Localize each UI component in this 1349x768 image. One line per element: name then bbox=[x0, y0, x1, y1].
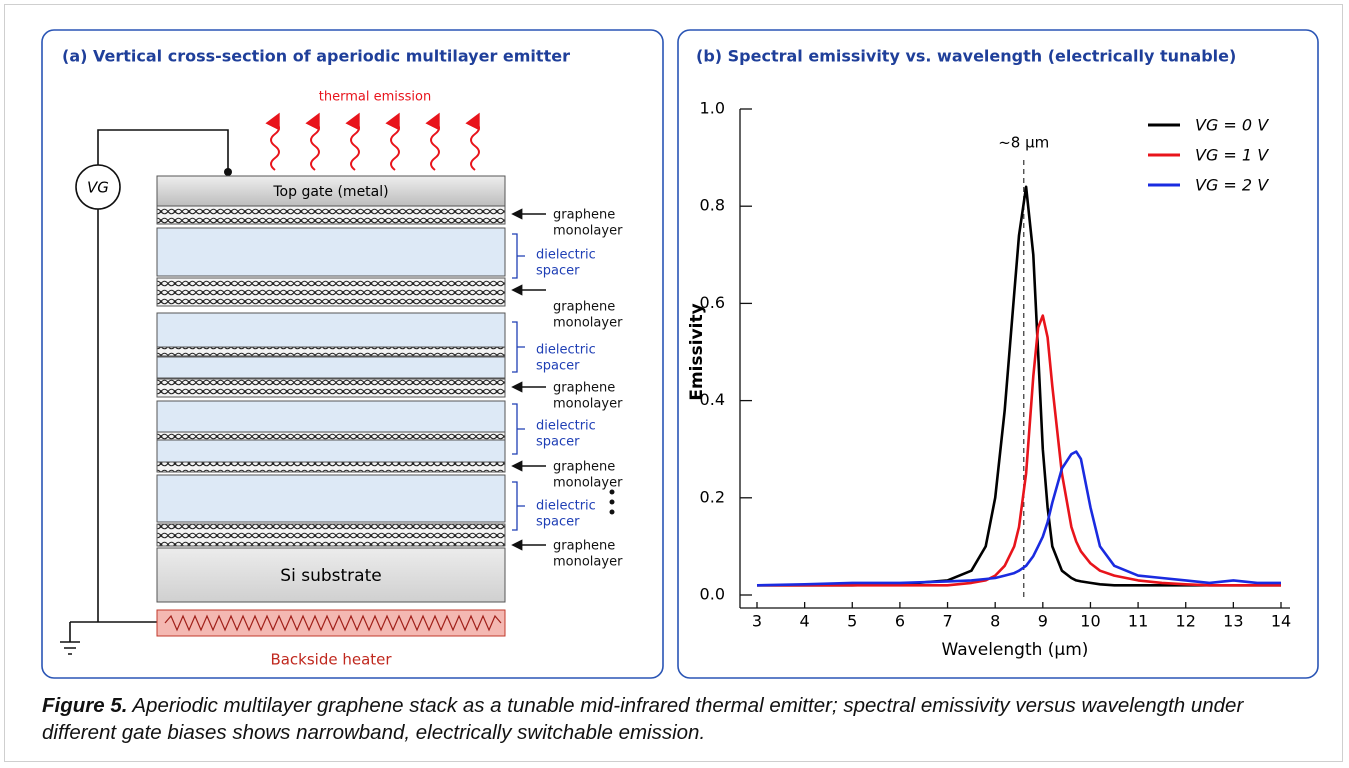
source-label: VG bbox=[87, 179, 109, 197]
wave-arrow bbox=[305, 112, 320, 171]
x-tick-label: 7 bbox=[942, 612, 952, 631]
caption-text: Aperiodic multilayer graphene stack as a… bbox=[42, 694, 1244, 744]
spacer-label: dielectric bbox=[536, 419, 596, 434]
wave-arrow bbox=[265, 112, 280, 171]
plot: 0.0 0.2 0.4 0.6 0.8 1.0 3 4 5 6 7 8 9 10 11 12 13 14 ~8 µm… bbox=[700, 99, 1292, 631]
x-tick-label: 14 bbox=[1271, 612, 1291, 631]
graphene-label: graphene bbox=[553, 381, 615, 396]
stack bbox=[156, 175, 506, 637]
y-tick-label: 0.8 bbox=[700, 196, 725, 215]
x-tick-label: 11 bbox=[1128, 612, 1148, 631]
graphene-label: monolayer bbox=[553, 397, 623, 412]
y-tick-label: 0.6 bbox=[700, 293, 725, 312]
y-tick-label: 0.0 bbox=[700, 585, 725, 604]
x-tick-label: 4 bbox=[800, 612, 810, 631]
contact bbox=[224, 168, 232, 176]
wave-arrow bbox=[385, 112, 400, 171]
series-line bbox=[756, 450, 1281, 587]
x-tick-label: 9 bbox=[1038, 612, 1048, 631]
legend-label: VG = 0 V bbox=[1195, 116, 1269, 135]
spacer-label: spacer bbox=[536, 435, 580, 450]
panel-a-frame bbox=[41, 29, 664, 679]
spacer-label: dielectric bbox=[536, 248, 596, 263]
chart-title: (b) Spectral emissivity vs. wavelength (… bbox=[696, 47, 1236, 66]
legend-label: VG = 1 V bbox=[1195, 146, 1269, 165]
series-line bbox=[757, 185, 1281, 587]
caption: Figure 5. Aperiodic multilayer graphene … bbox=[42, 692, 1302, 746]
top-gate-label: Top gate (metal) bbox=[272, 184, 388, 200]
caption-label: Figure 5. bbox=[42, 694, 128, 717]
panel-a-title: (a) Vertical cross-section of aperiodic … bbox=[62, 47, 570, 66]
x-tick-label: 6 bbox=[895, 612, 905, 631]
graphene-label: graphene bbox=[553, 300, 615, 315]
x-tick-label: 13 bbox=[1223, 612, 1243, 631]
spacer-label: spacer bbox=[536, 515, 580, 530]
voltage-source bbox=[75, 164, 121, 210]
y-tick-label: 0.2 bbox=[700, 487, 725, 506]
spacer-label: spacer bbox=[536, 264, 580, 279]
emission-label: thermal emission bbox=[319, 90, 431, 105]
x-axis-label: Wavelength (µm) bbox=[942, 640, 1089, 660]
wave-arrow bbox=[345, 112, 360, 171]
x-tick-label: 5 bbox=[847, 612, 857, 631]
x-tick-label: 8 bbox=[990, 612, 1000, 631]
graphene-label: graphene bbox=[553, 539, 615, 554]
layer-labels: graphenemonolayerdielectricspacergraphen… bbox=[511, 208, 623, 570]
graphene-label: monolayer bbox=[553, 476, 623, 491]
y-tick-label: 0.4 bbox=[700, 390, 725, 409]
bracket bbox=[512, 481, 525, 531]
spacer-label: dielectric bbox=[536, 343, 596, 358]
wave-arrow bbox=[465, 112, 480, 171]
circuit bbox=[60, 129, 229, 655]
y-axis-label: Emissivity bbox=[687, 303, 707, 400]
wave-arrow bbox=[425, 112, 440, 171]
figure: (a) Vertical cross-section of aperiodic … bbox=[41, 29, 1319, 679]
x-tick-label: 10 bbox=[1080, 612, 1100, 631]
graphene-label: monolayer bbox=[553, 316, 623, 331]
emission-arrows bbox=[265, 112, 480, 171]
panel-b-frame bbox=[677, 29, 1319, 679]
spacer-label: spacer bbox=[536, 359, 580, 374]
graphene-label: graphene bbox=[553, 460, 615, 475]
series-line bbox=[757, 314, 1281, 587]
x-tick-label: 12 bbox=[1176, 612, 1196, 631]
graphene-label: monolayer bbox=[553, 555, 623, 570]
y-tick-label: 1.0 bbox=[700, 99, 725, 118]
legend-label: VG = 2 V bbox=[1195, 176, 1269, 195]
x-tick-label: 3 bbox=[752, 612, 762, 631]
substrate-label: Si substrate bbox=[280, 566, 381, 586]
bracket bbox=[512, 403, 525, 455]
annotation-text: ~8 µm bbox=[998, 134, 1049, 152]
figure-frame bbox=[4, 4, 1343, 762]
graphene-label: graphene bbox=[553, 208, 615, 223]
bracket bbox=[512, 233, 525, 279]
ellipsis bbox=[609, 489, 615, 515]
heater-label: Backside heater bbox=[270, 651, 392, 669]
graphene-label: monolayer bbox=[553, 224, 623, 239]
spacer-label: dielectric bbox=[536, 499, 596, 514]
bracket bbox=[512, 321, 525, 373]
